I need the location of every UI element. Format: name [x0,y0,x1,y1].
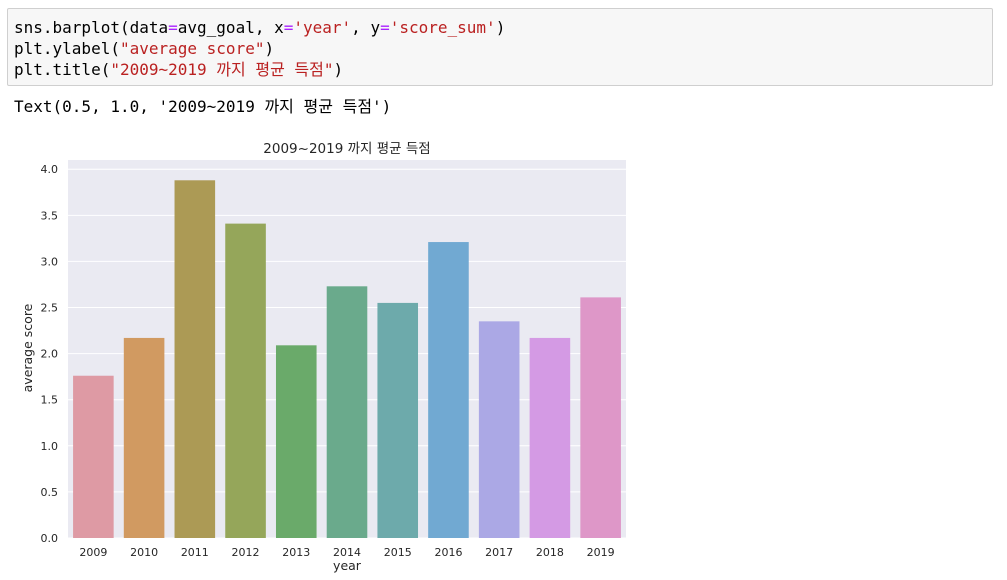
x-tick-label: 2019 [587,546,615,559]
y-tick-label: 1.5 [41,394,59,407]
bar-2019 [580,297,621,538]
bar-2013 [275,345,317,538]
x-tick-label: 2017 [485,546,513,559]
bar-2018 [529,337,571,538]
code-token: = [380,18,390,37]
code-token: ) [333,60,344,79]
x-tick-label: 2015 [384,546,412,559]
y-tick-label: 3.0 [41,255,59,268]
bar-2015 [377,302,419,538]
x-tick-label: 2014 [333,546,361,559]
code-token: sns.barplot(data [14,18,169,37]
x-tick-label: 2012 [232,546,260,559]
x-tick-label: 2010 [130,546,158,559]
code-cell-input[interactable]: sns.barplot(data=avg_goal, x='year', y='… [7,8,993,86]
y-tick-label: 3.5 [41,209,59,222]
y-tick-label: 0.5 [41,486,59,499]
x-tick-label: 2018 [536,546,564,559]
y-tick-label: 0.0 [41,532,59,545]
code-token: 'score_sum' [389,18,496,37]
code-line-2: plt.ylabel("average score") [14,39,274,58]
bar-2016 [428,242,469,538]
y-tick-labels: 0.0 0.5 1.0 1.5 2.0 2.5 3.0 3.5 4.0 [41,163,59,545]
bars-group [73,180,621,538]
x-tick-label: 2009 [79,546,107,559]
code-line-3: plt.title("2009~2019 까지 평균 득점") [14,60,343,79]
bar-2017 [478,321,520,538]
code-token: , y [351,18,381,37]
code-token: "2009~2019 까지 평균 득점" [110,60,334,79]
bar-2014 [326,286,368,538]
chart-title: 2009~2019 까지 평균 득점 [263,141,430,157]
x-axis-label: year [333,558,362,573]
code-token: 'year' [293,18,352,37]
x-tick-label: 2013 [282,546,310,559]
y-axis-label: average score [20,303,35,392]
code-token: avg_goal, x [177,18,284,37]
y-tick-label: 2.5 [41,302,59,315]
x-tick-labels: 2009 2010 2011 2012 2013 2014 2015 2016 2017 2018… [79,546,614,559]
code-token: ) [495,18,506,37]
bar-2009 [73,375,114,538]
x-tick-label: 2016 [434,546,462,559]
code-token: ) [264,39,275,58]
code-token: plt.ylabel( [14,39,120,58]
code-line-1: sns.barplot(data=avg_goal, x='year', y='… [14,18,505,37]
code-token: "average score" [119,39,265,58]
y-tick-label: 1.0 [41,440,59,453]
code-editor[interactable]: sns.barplot(data=avg_goal, x='year', y='… [14,17,505,80]
y-tick-label: 2.0 [41,348,59,361]
code-token: = [168,18,178,37]
cell-output-text: Text(0.5, 1.0, '2009~2019 까지 평균 득점') [14,97,392,116]
y-tick-label: 4.0 [41,163,59,176]
x-tick-label: 2011 [181,546,209,559]
bar-chart: 2009~2019 까지 평균 득점 0.0 0.5 1.0 1.5 2.0 2.5 3.0… [20,141,626,573]
code-token: plt.title( [14,60,111,79]
bar-2012 [225,223,266,538]
bar-2010 [123,337,165,538]
bar-2011 [174,180,216,538]
code-token: = [283,18,294,37]
